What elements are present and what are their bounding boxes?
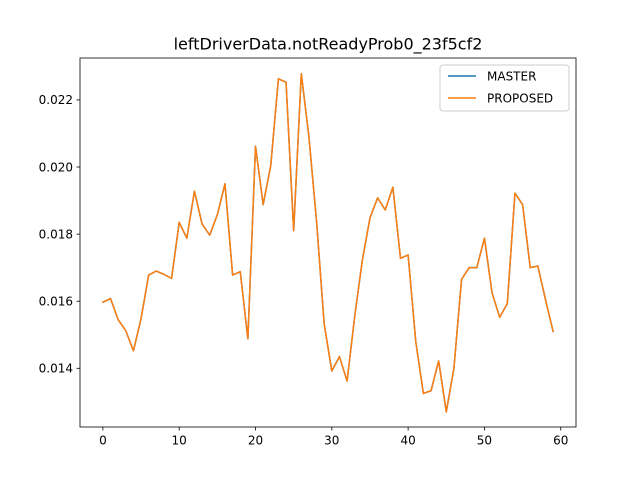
legend: MASTER PROPOSED [439,64,570,112]
y-tick-label: 0.018 [39,227,73,241]
x-tick-label: 0 [99,434,107,448]
y-tick-label: 0.020 [39,160,73,174]
series-line-proposed [101,73,555,413]
x-tick-label: 60 [553,434,568,448]
y-tick-label: 0.022 [39,93,73,107]
plot-area [101,73,555,413]
legend-label-master: MASTER [487,70,536,84]
x-tick-label: 40 [400,434,415,448]
axes-frame [79,57,577,428]
y-tick-label: 0.016 [39,295,73,309]
chart-title: leftDriverData.notReadyProb0_23f5cf2 [174,35,483,55]
x-tick-label: 10 [172,434,187,448]
x-tick-label: 30 [324,434,339,448]
x-tick-label: 20 [248,434,263,448]
y-tick-label: 0.014 [39,362,73,376]
legend-label-proposed: PROPOSED [487,92,553,106]
axes: 0 10 20 30 40 50 60 0.014 0.016 0.018 0.020 0.022 [39,57,577,448]
x-tick-label: 50 [477,434,492,448]
